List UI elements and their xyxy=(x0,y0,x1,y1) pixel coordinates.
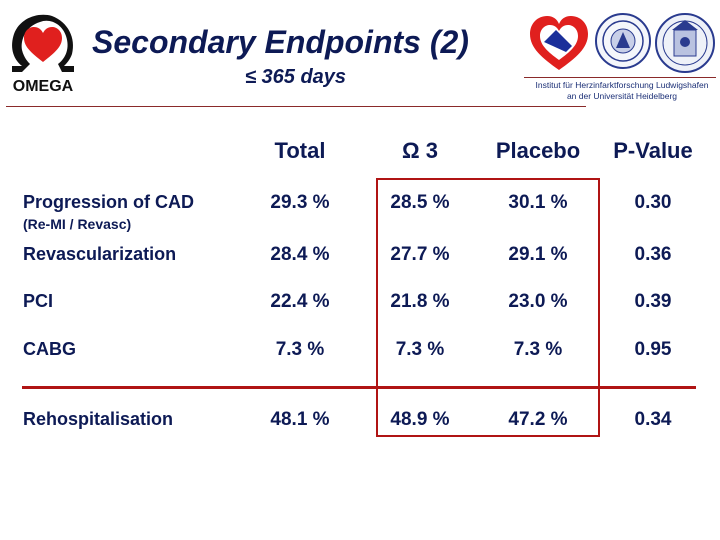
cell-p-value: 0.95 xyxy=(634,339,672,360)
cell-total: 48.1 % xyxy=(270,409,330,430)
cell-placebo: 30.1 % xyxy=(508,192,568,213)
institute-line-2: an der Universität Heidelberg xyxy=(566,91,678,101)
cell-omega3: 21.8 % xyxy=(390,291,450,312)
cell-omega3: 7.3 % xyxy=(395,339,445,360)
heart-institute-icon xyxy=(530,16,588,70)
omega-logo: OMEGA xyxy=(8,10,78,96)
row-label: Rehospitalisation xyxy=(23,409,174,429)
row-label: Progression of CAD xyxy=(23,192,195,212)
row-sublabel: (Re-MI / Revasc) xyxy=(23,216,132,232)
cell-p-value: 0.39 xyxy=(634,291,672,312)
cell-p-value: 0.36 xyxy=(634,244,672,265)
column-header-total: Total xyxy=(274,138,326,163)
cell-placebo: 29.1 % xyxy=(508,244,568,265)
table-divider xyxy=(22,386,696,389)
page-title: Secondary Endpoints (2) xyxy=(92,24,469,60)
cell-placebo: 47.2 % xyxy=(508,409,568,430)
omega-heart-icon xyxy=(12,14,74,72)
university-seal-icon xyxy=(595,13,651,69)
header-divider xyxy=(6,106,586,107)
cell-omega3: 28.5 % xyxy=(390,192,450,213)
institute-caption: Institut für Herzinfarktforschung Ludwig… xyxy=(524,80,720,102)
row-label: CABG xyxy=(23,339,76,359)
row-label: PCI xyxy=(23,291,54,311)
cell-total: 29.3 % xyxy=(270,192,330,213)
row-label: Revascularization xyxy=(23,244,177,264)
column-header-p-value: P-Value xyxy=(613,138,693,163)
cell-omega3: 27.7 % xyxy=(390,244,450,265)
cell-p-value: 0.34 xyxy=(634,409,672,430)
cell-total: 22.4 % xyxy=(270,291,330,312)
cell-total: 7.3 % xyxy=(275,339,325,360)
column-header-placebo: Placebo xyxy=(495,138,581,163)
brand-text: OMEGA xyxy=(12,78,74,95)
institute-divider xyxy=(524,77,716,78)
cell-omega3: 48.9 % xyxy=(390,409,450,430)
column-header-omega3: Ω 3 xyxy=(402,138,438,163)
cell-placebo: 23.0 % xyxy=(508,291,568,312)
cell-total: 28.4 % xyxy=(270,244,330,265)
institute-logos xyxy=(526,12,716,76)
institute-line-1: Institut für Herzinfarktforschung Ludwig… xyxy=(535,80,709,90)
omega3-highlight-box xyxy=(376,178,600,437)
heidelberg-seal-icon xyxy=(655,13,715,73)
page-subtitle: ≤ 365 days xyxy=(245,66,347,88)
cell-p-value: 0.30 xyxy=(634,192,672,213)
cell-placebo: 7.3 % xyxy=(513,339,563,360)
